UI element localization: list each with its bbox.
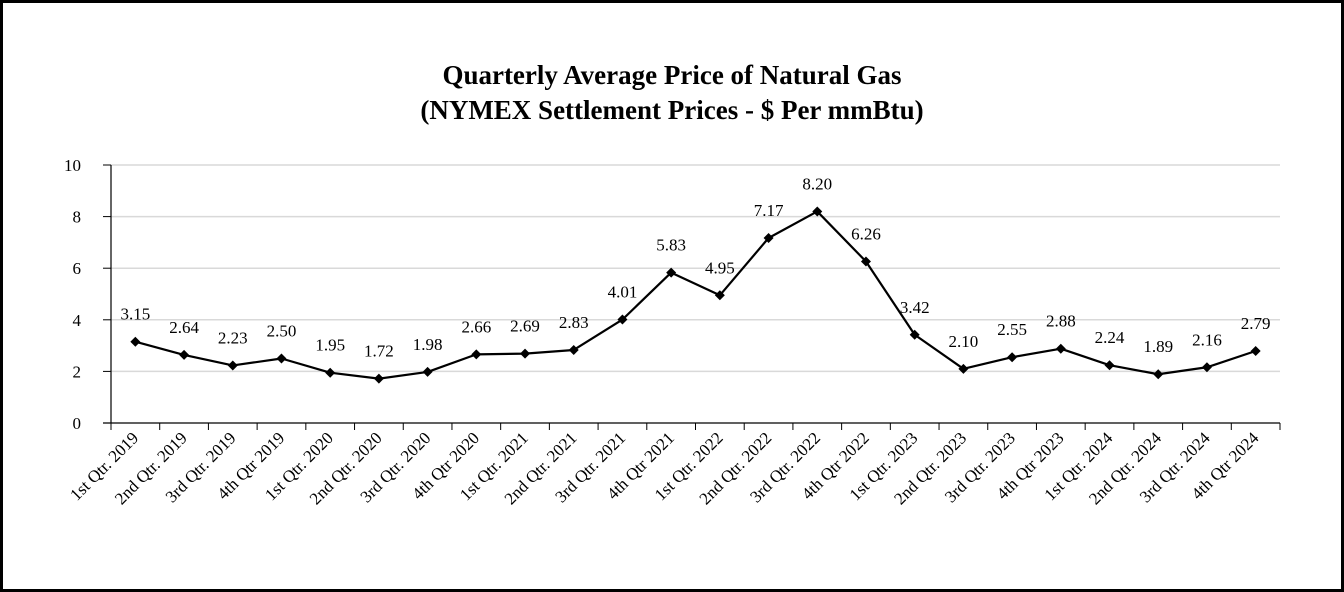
data-label: 1.72: [364, 342, 394, 361]
data-point: [227, 360, 238, 371]
data-label: 2.24: [1095, 328, 1125, 347]
y-tick-label: 2: [73, 362, 82, 381]
data-label: 2.79: [1241, 314, 1271, 333]
data-label: 2.16: [1192, 330, 1222, 349]
chart-title-block: Quarterly Average Price of Natural Gas (…: [0, 58, 1344, 128]
y-tick-label: 4: [73, 311, 82, 330]
axes: [103, 165, 1280, 424]
chart-title: Quarterly Average Price of Natural Gas: [442, 60, 902, 90]
price-series: [130, 206, 1261, 384]
data-point: [1007, 352, 1018, 363]
data-point: [617, 314, 628, 325]
data-label: 2.50: [267, 322, 297, 341]
data-label: 4.95: [705, 258, 735, 277]
y-axis-ticks: 0 2 4 6 8 10: [64, 156, 111, 433]
data-point: [763, 233, 774, 244]
data-label: 7.17: [754, 201, 784, 220]
data-point: [860, 256, 871, 267]
data-point: [909, 329, 920, 340]
data-label: 2.69: [510, 317, 540, 336]
data-labels: 3.15 2.64 2.23 2.50 1.95 1.72 1.98 2.66 2.69 2.83…: [120, 174, 1270, 360]
data-label: 5.83: [656, 236, 686, 255]
data-label: 2.83: [559, 313, 589, 332]
data-label: 1.98: [413, 335, 443, 354]
y-tick-label: 0: [73, 414, 82, 433]
data-label: 8.20: [802, 174, 832, 193]
data-point: [1055, 343, 1066, 354]
data-label: 6.26: [851, 224, 881, 243]
data-point: [1104, 360, 1115, 371]
data-point: [958, 363, 969, 374]
data-label: 3.15: [120, 305, 150, 324]
y-tick-label: 10: [64, 156, 81, 175]
series-line: [135, 210, 1256, 380]
data-label: 2.88: [1046, 312, 1076, 331]
data-point: [1250, 346, 1261, 357]
data-label: 1.89: [1143, 337, 1173, 356]
data-point: [1153, 369, 1164, 380]
data-label: 2.23: [218, 328, 248, 347]
y-tick-label: 8: [73, 208, 82, 227]
data-label: 4.01: [608, 283, 638, 302]
data-point: [325, 367, 336, 378]
data-label: 2.10: [949, 332, 979, 351]
data-label: 2.64: [169, 318, 199, 337]
data-label: 1.95: [315, 336, 345, 355]
data-point: [666, 267, 677, 278]
data-point: [471, 349, 482, 360]
data-point: [812, 206, 823, 217]
chart-subtitle: (NYMEX Settlement Prices - $ Per mmBtu): [420, 95, 924, 125]
data-point: [373, 373, 384, 384]
data-label: 2.55: [997, 320, 1027, 339]
data-point: [568, 344, 579, 355]
data-point: [714, 290, 725, 301]
data-point: [276, 353, 287, 364]
data-label: 2.66: [461, 317, 491, 336]
y-tick-label: 6: [73, 259, 82, 278]
data-point: [130, 336, 141, 347]
data-point: [520, 348, 531, 359]
data-point: [422, 366, 433, 377]
data-point: [1201, 362, 1212, 373]
data-point: [179, 349, 190, 360]
data-label: 3.42: [900, 298, 930, 317]
grid-lines: [111, 164, 1280, 373]
